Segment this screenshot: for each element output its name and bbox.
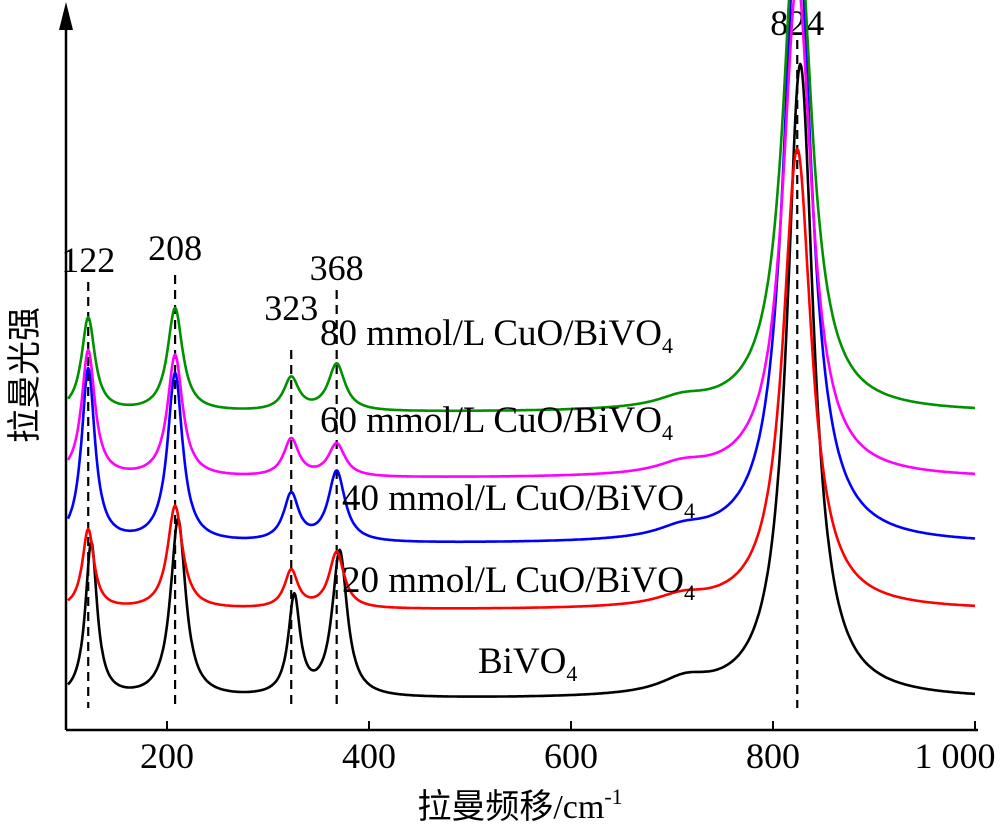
x-tick-label: 400 [342,736,396,776]
x-ticks: 200 400 600 800 1 000 [140,721,996,776]
series-label-60: 60 mmol/L CuO/BiVO4 [320,400,673,445]
series-lines [66,0,976,698]
x-tick-label: 600 [544,736,598,776]
peak-label-368: 368 [310,248,364,288]
series-label-80: 80 mmol/L CuO/BiVO4 [320,313,673,358]
series-line-4 [67,0,976,413]
series-label-bivo4: BiVO4 [478,641,577,686]
y-axis-title: 拉曼光强 [6,307,44,443]
y-axis-arrow-icon [59,2,73,30]
x-tick-label: 800 [746,736,800,776]
peak-label-122: 122 [61,240,115,280]
peak-label-323: 323 [264,288,318,328]
series-label-20: 20 mmol/L CuO/BiVO4 [342,560,695,605]
x-tick-label: 1 000 [915,736,996,776]
series-line-1 [67,147,976,610]
series-line-3 [66,0,976,478]
peak-label-824: 824 [770,3,824,43]
peak-label-208: 208 [148,228,202,268]
series-label-40: 40 mmol/L CuO/BiVO4 [342,478,695,523]
series-line-2 [66,0,976,544]
x-axis-title: 拉曼频移/cm-1 [417,784,622,826]
x-tick-label: 200 [140,736,194,776]
series-line-0 [67,62,976,698]
